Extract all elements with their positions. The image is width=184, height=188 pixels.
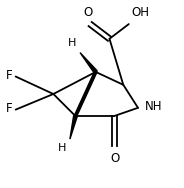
Text: H: H [68,38,76,48]
Polygon shape [80,53,97,73]
Text: NH: NH [144,100,162,113]
Text: F: F [6,69,13,82]
Text: OH: OH [132,6,150,19]
Text: F: F [6,102,13,115]
Polygon shape [70,116,77,139]
Text: O: O [110,152,120,165]
Text: H: H [57,143,66,153]
Text: O: O [84,6,93,19]
